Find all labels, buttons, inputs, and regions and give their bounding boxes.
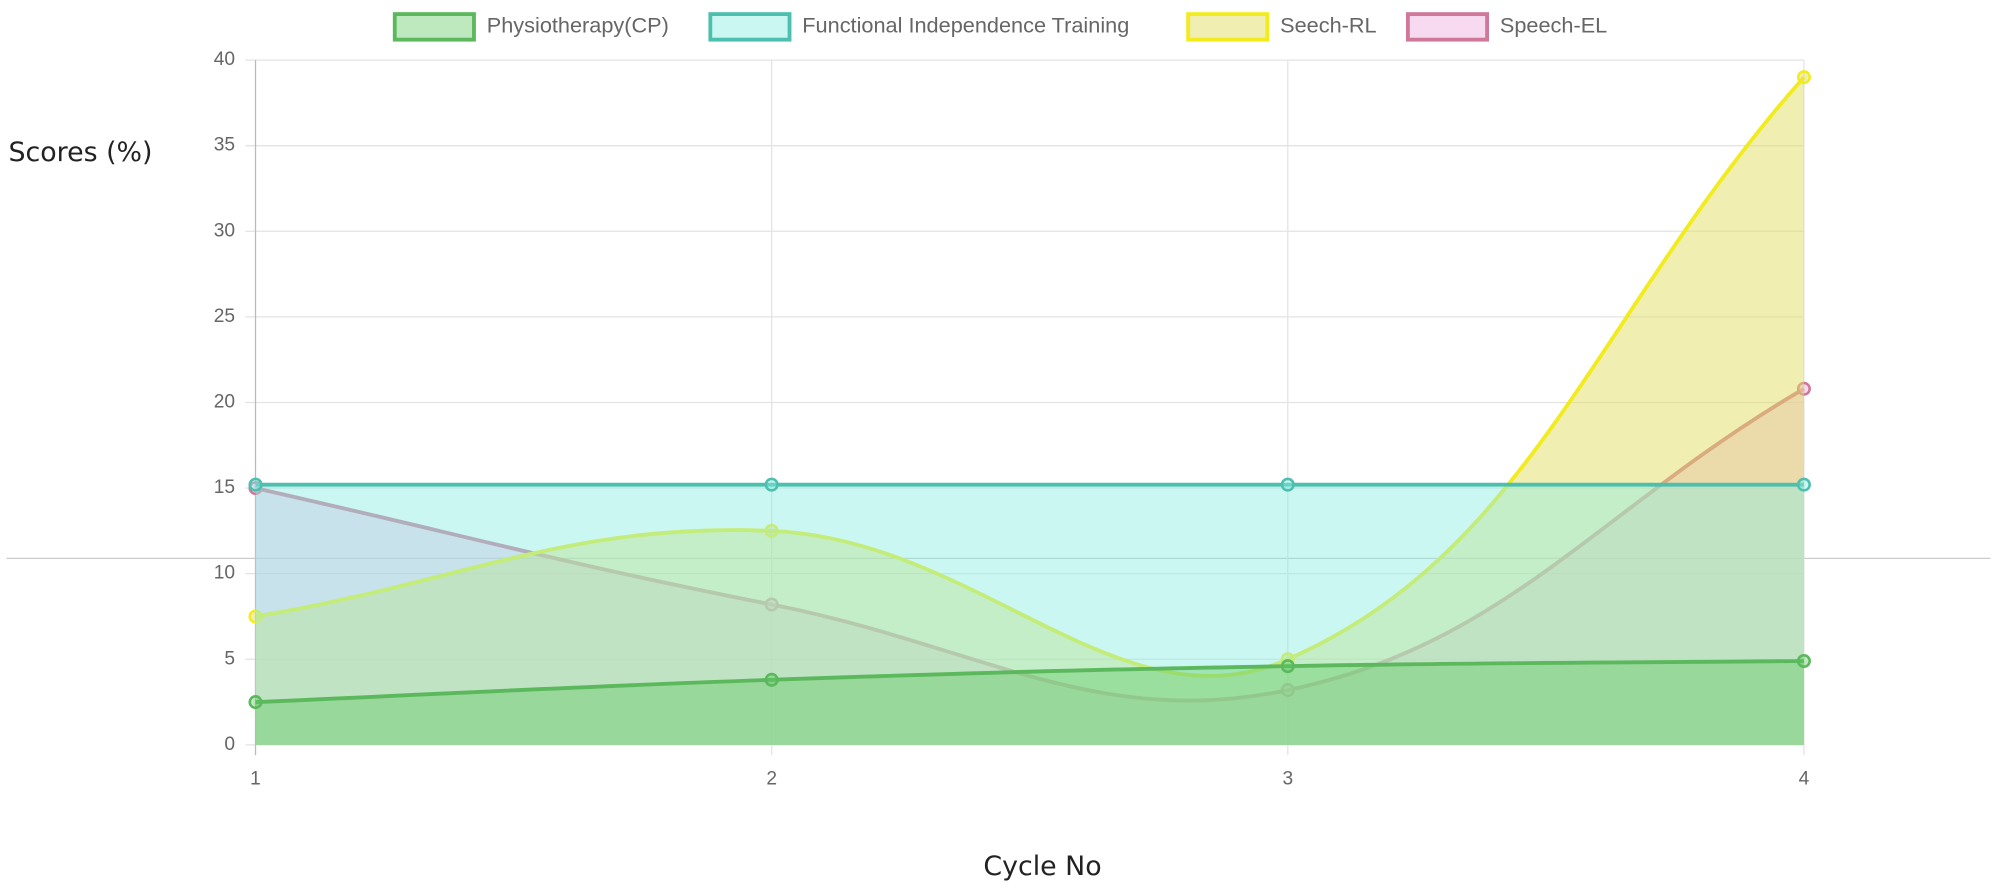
point <box>1796 70 1811 85</box>
x-tick-label: 3 <box>1282 768 1293 789</box>
legend-label: Seech-RL <box>1280 13 1377 38</box>
legend-label: Physiotherapy(CP) <box>487 13 669 38</box>
legend-swatch <box>708 12 792 42</box>
point <box>248 477 263 492</box>
y-tick-label: 40 <box>214 49 235 70</box>
y-axis-title: Scores (%) <box>8 137 152 168</box>
point <box>248 609 263 624</box>
y-tick-label: 20 <box>214 392 235 413</box>
point <box>1280 659 1295 674</box>
y-tick-label: 35 <box>214 135 235 156</box>
line <box>255 75 1806 678</box>
legend-label: Speech-EL <box>1500 13 1607 38</box>
y-tick-label: 10 <box>214 563 235 584</box>
y-tick-label: 5 <box>224 648 235 669</box>
y-tick-label: 15 <box>214 477 235 498</box>
x-tick-label: 2 <box>766 768 777 789</box>
x-axis-title: Cycle No <box>983 851 1101 882</box>
point <box>1280 477 1295 492</box>
area <box>255 484 1804 745</box>
legend-swatch <box>1186 12 1270 42</box>
point <box>1796 477 1811 492</box>
area <box>255 77 1804 745</box>
area <box>255 660 1804 745</box>
x-tick-label: 1 <box>250 768 261 789</box>
y-tick-label: 0 <box>224 734 235 755</box>
point <box>764 523 779 538</box>
line <box>255 659 1804 704</box>
point <box>764 672 779 687</box>
legend-swatch <box>392 12 476 42</box>
y-tick-label: 30 <box>214 220 235 241</box>
y-tick-label: 25 <box>214 306 235 327</box>
point <box>1796 653 1811 669</box>
point <box>764 477 779 492</box>
legend-label: Functional Independence Training <box>802 13 1129 38</box>
x-tick-label: 4 <box>1799 768 1810 789</box>
legend-swatch <box>1405 12 1490 42</box>
point <box>248 695 263 710</box>
